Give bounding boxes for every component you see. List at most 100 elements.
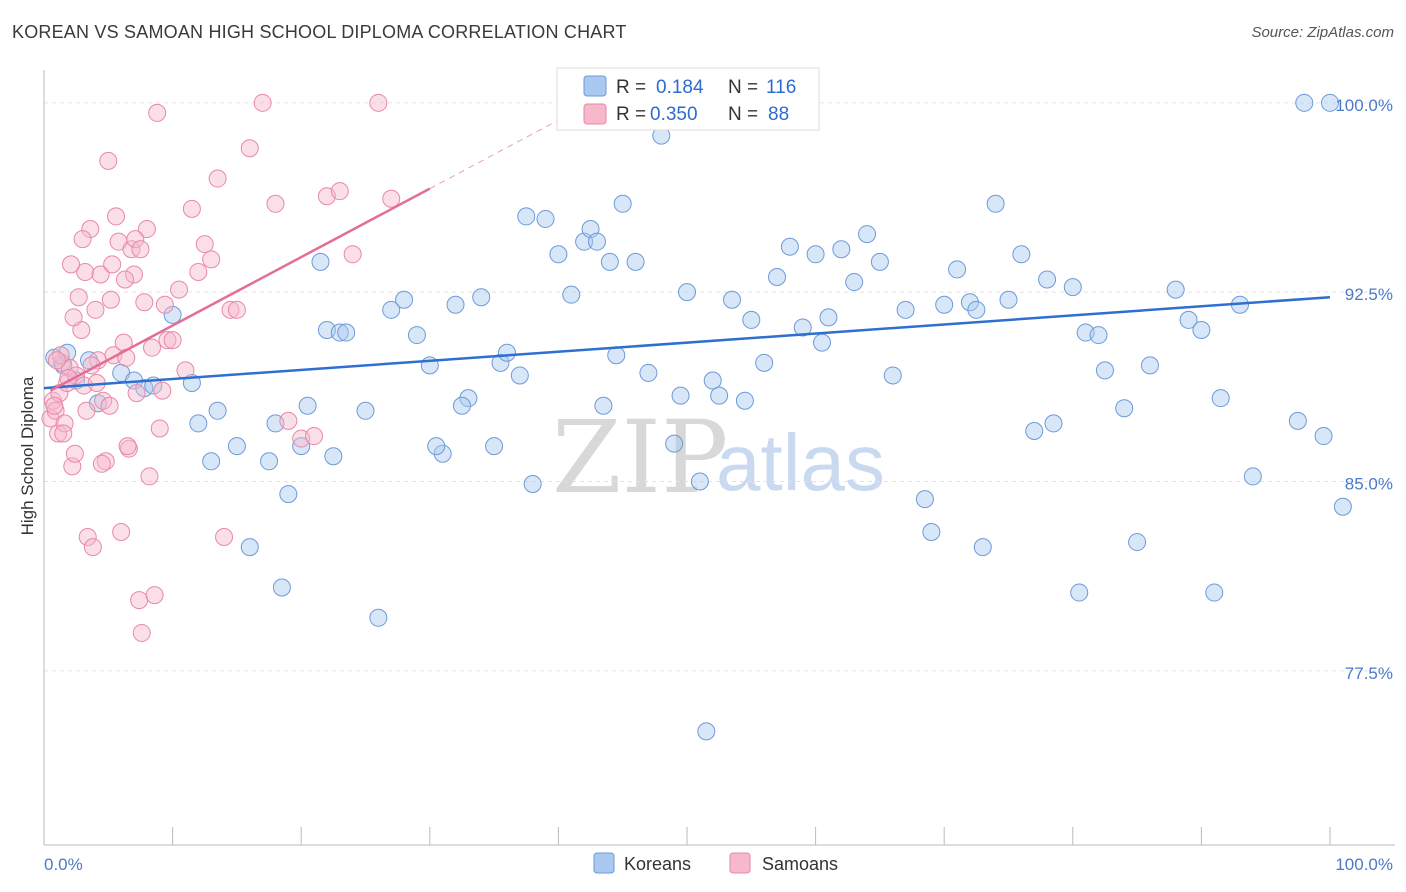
point-samoans-54: [202, 250, 221, 269]
point-samoans-68: [369, 93, 388, 112]
point-koreans-10: [163, 305, 182, 324]
point-samoans-78: [126, 230, 145, 249]
point-koreans-61: [793, 318, 812, 337]
point-koreans-73: [948, 260, 967, 279]
point-samoans-31: [117, 348, 136, 367]
point-koreans-45: [607, 346, 626, 365]
point-koreans-102: [1333, 497, 1352, 516]
bottom-legend-swatch-samoans: [729, 852, 751, 874]
point-koreans-78: [999, 290, 1018, 309]
point-koreans-31: [459, 389, 478, 408]
chart-title: KOREAN VS SAMOAN HIGH SCHOOL DIPLOMA COR…: [12, 22, 627, 42]
point-koreans-96: [1243, 467, 1262, 486]
y-axis-label: High School Diploma: [18, 376, 37, 535]
point-samoans-81: [54, 424, 73, 443]
point-samoans-42: [145, 586, 164, 605]
point-samoans-64: [305, 427, 324, 446]
point-samoans-12: [69, 288, 88, 307]
point-koreans-69: [883, 366, 902, 385]
source-credit: Source: ZipAtlas.com: [1251, 24, 1394, 41]
y-tick-label-1: 85.0%: [1345, 474, 1393, 493]
point-koreans-54: [710, 386, 729, 405]
point-koreans-43: [587, 232, 606, 251]
point-samoans-79: [45, 396, 64, 415]
point-samoans-17: [81, 220, 100, 239]
point-koreans-111: [452, 396, 471, 415]
point-koreans-65: [832, 240, 851, 259]
point-samoans-55: [208, 169, 227, 188]
point-koreans-88: [1115, 399, 1134, 418]
point-koreans-72: [935, 295, 954, 314]
legend-r-label-koreans: R =: [616, 77, 646, 98]
point-samoans-60: [253, 93, 272, 112]
legend-box: R = 0.184 N = 116 R = 0.350 N = 88: [556, 67, 820, 131]
point-koreans-81: [1038, 270, 1057, 289]
trend-lines: [43, 92, 1331, 392]
axes: [43, 70, 1395, 846]
point-koreans-32: [472, 288, 491, 307]
point-koreans-20: [311, 252, 330, 271]
point-koreans-66: [845, 273, 864, 292]
bottom-legend-koreans: Koreans: [624, 854, 691, 874]
point-koreans-109: [510, 366, 529, 385]
point-samoans-49: [170, 280, 189, 299]
point-samoans-41: [143, 338, 162, 357]
point-koreans-56: [735, 391, 754, 410]
point-koreans-46: [613, 194, 632, 213]
point-koreans-14: [227, 437, 246, 456]
point-koreans-24: [356, 401, 375, 420]
point-samoans-10: [65, 444, 84, 463]
point-samoans-61: [266, 194, 285, 213]
point-samoans-71: [73, 230, 92, 249]
point-samoans-18: [83, 538, 102, 557]
point-samoans-16: [78, 528, 97, 547]
point-koreans-92: [1179, 310, 1198, 329]
point-koreans-52: [690, 472, 709, 491]
point-koreans-57: [742, 310, 761, 329]
point-koreans-62: [806, 245, 825, 264]
point-koreans-36: [517, 207, 536, 226]
point-koreans-48: [639, 363, 658, 382]
point-samoans-74: [77, 401, 96, 420]
series-samoans: [41, 93, 401, 642]
point-samoans-39: [137, 220, 156, 239]
point-samoans-47: [158, 331, 177, 350]
trend-line-samoans: [49, 187, 431, 392]
bottom-legend-swatch-koreans: [593, 852, 615, 874]
point-samoans-59: [240, 139, 259, 158]
point-samoans-53: [195, 235, 214, 254]
point-koreans-64: [819, 308, 838, 327]
point-samoans-80: [47, 351, 66, 370]
watermark-atlas: atlas: [716, 418, 885, 507]
point-samoans-3: [49, 424, 68, 443]
point-koreans-95: [1211, 389, 1230, 408]
point-samoans-34: [125, 265, 144, 284]
point-koreans-34: [491, 353, 510, 372]
point-samoans-48: [163, 331, 182, 350]
point-samoans-15: [76, 262, 95, 281]
point-koreans-67: [858, 225, 877, 244]
point-koreans-110: [298, 396, 317, 415]
point-koreans-71: [922, 522, 941, 541]
point-samoans-21: [91, 265, 110, 284]
x-tick-label-1: 100.0%: [1335, 855, 1393, 874]
point-samoans-57: [221, 300, 240, 319]
point-samoans-51: [182, 199, 201, 218]
y-tick-label-2: 92.5%: [1345, 285, 1393, 304]
point-samoans-69: [382, 189, 401, 208]
point-koreans-84: [1070, 583, 1089, 602]
point-koreans-97: [1295, 93, 1314, 112]
watermark: ZIP atlas: [552, 399, 885, 516]
point-samoans-84: [92, 454, 111, 473]
point-samoans-40: [140, 467, 159, 486]
point-samoans-77: [116, 270, 135, 289]
x-tick-label-0: 0.0%: [44, 855, 83, 874]
point-samoans-35: [127, 384, 146, 403]
legend-n-label-samoans: N =: [728, 104, 758, 125]
point-samoans-19: [86, 300, 105, 319]
legend-swatch-koreans: [583, 75, 607, 97]
point-koreans-86: [1089, 326, 1108, 345]
point-koreans-114: [915, 490, 934, 509]
point-samoans-38: [135, 293, 154, 312]
